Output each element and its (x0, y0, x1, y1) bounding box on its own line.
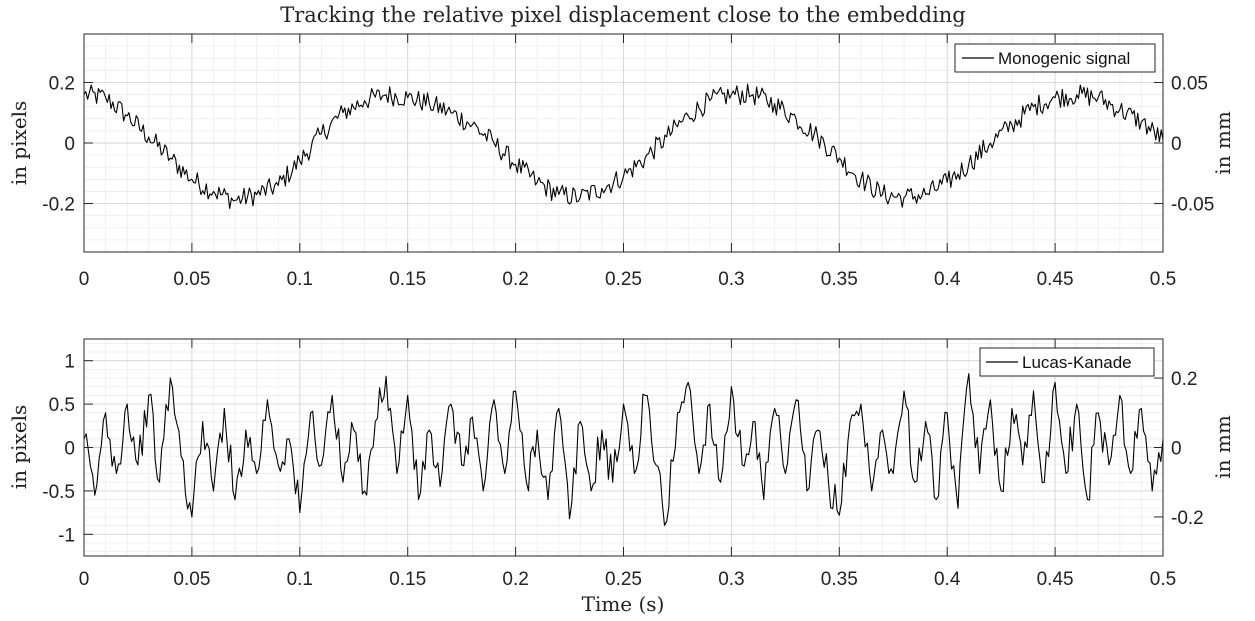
bottom-y-tick-label: 0.5 (49, 395, 75, 416)
bottom-y-right-tick-labels: -0.2 0 0.2 (1171, 369, 1204, 529)
top-x-tick-label: 0.1 (287, 269, 313, 290)
top-y-tick-labels: -0.2 0 0.2 (42, 73, 75, 215)
bottom-y-tick-label: 1 (64, 352, 75, 373)
top-x-tick-label: 0.05 (173, 269, 210, 290)
top-y-tick-label: -0.2 (42, 195, 75, 216)
top-x-tick-label: 0.3 (718, 269, 744, 290)
bottom-x-tick-label: 0.3 (718, 569, 744, 590)
bottom-x-tick-label: 0.1 (287, 569, 313, 590)
top-y-tick-label: 0 (64, 134, 75, 155)
top-x-tick-label: 0.2 (502, 269, 528, 290)
subplot-top: 0 0.05 0.1 0.15 0.2 0.25 0.3 0.35 0.4 0.45 0.5 -0.… (7, 33, 1235, 290)
top-ylabel: in pixels (7, 101, 31, 186)
top-series-line (83, 83, 1164, 209)
bottom-xlabel: Time (s) (582, 592, 665, 616)
bottom-x-tick-labels: 0 0.05 0.1 0.15 0.2 0.25 0.3 0.35 0.4 0.45 0.5 (79, 569, 1177, 590)
top-x-tick-label: 0.15 (389, 269, 426, 290)
top-y-right-tick-label: 0.05 (1171, 73, 1208, 94)
bottom-y-tick-labels: -1 -0.5 0 0.5 1 (42, 352, 75, 547)
bottom-ticks (83, 339, 1164, 556)
top-y-tick-label: 0.2 (49, 73, 75, 94)
bottom-series-line (83, 373, 1164, 526)
top-x-tick-label: 0.25 (605, 269, 642, 290)
bottom-x-tick-label: 0.25 (605, 569, 642, 590)
top-x-tick-label: 0.4 (934, 269, 961, 290)
bottom-ylabel: in pixels (7, 405, 31, 490)
figure-title: Tracking the relative pixel displacement… (280, 3, 966, 27)
top-y-right-tick-labels: -0.05 0 0.05 (1171, 73, 1214, 215)
top-legend-label: Monogenic signal (998, 49, 1130, 68)
top-ylabel-right: in mm (1211, 111, 1235, 175)
top-x-tick-labels: 0 0.05 0.1 0.15 0.2 0.25 0.3 0.35 0.4 0.45 0.5 (79, 269, 1177, 290)
bottom-legend: Lucas-Kanade (979, 347, 1155, 377)
bottom-x-tick-label: 0 (79, 569, 90, 590)
top-y-right-tick-label: 0 (1171, 134, 1182, 155)
top-x-tick-label: 0.5 (1150, 269, 1176, 290)
bottom-x-tick-label: 0.4 (934, 569, 961, 590)
top-legend: Monogenic signal (954, 43, 1156, 73)
bottom-x-tick-label: 0.2 (502, 569, 528, 590)
bottom-x-tick-label: 0.05 (173, 569, 210, 590)
bottom-y-tick-label: -0.5 (42, 482, 75, 503)
subplot-bottom: 0 0.05 0.1 0.15 0.2 0.25 0.3 0.35 0.4 0.45 0.5 -1-… (7, 338, 1235, 616)
bottom-y-tick-label: -1 (58, 525, 75, 546)
top-ticks (83, 34, 1164, 252)
bottom-y-right-tick-label: -0.2 (1171, 508, 1204, 529)
bottom-x-tick-label: 0.35 (821, 569, 858, 590)
bottom-y-right-tick-label: 0.2 (1171, 369, 1197, 390)
bottom-y-right-tick-label: 0 (1171, 439, 1182, 460)
top-x-tick-label: 0.45 (1037, 269, 1074, 290)
bottom-x-tick-label: 0.5 (1150, 569, 1176, 590)
bottom-ylabel-right: in mm (1211, 415, 1235, 479)
bottom-legend-label: Lucas-Kanade (1022, 353, 1132, 372)
bottom-x-tick-label: 0.15 (389, 569, 426, 590)
top-x-tick-label: 0.35 (821, 269, 858, 290)
top-y-right-tick-label: -0.05 (1171, 195, 1214, 216)
top-x-tick-label: 0 (79, 269, 90, 290)
bottom-y-tick-label: 0 (64, 439, 75, 460)
bottom-x-tick-label: 0.45 (1037, 569, 1074, 590)
